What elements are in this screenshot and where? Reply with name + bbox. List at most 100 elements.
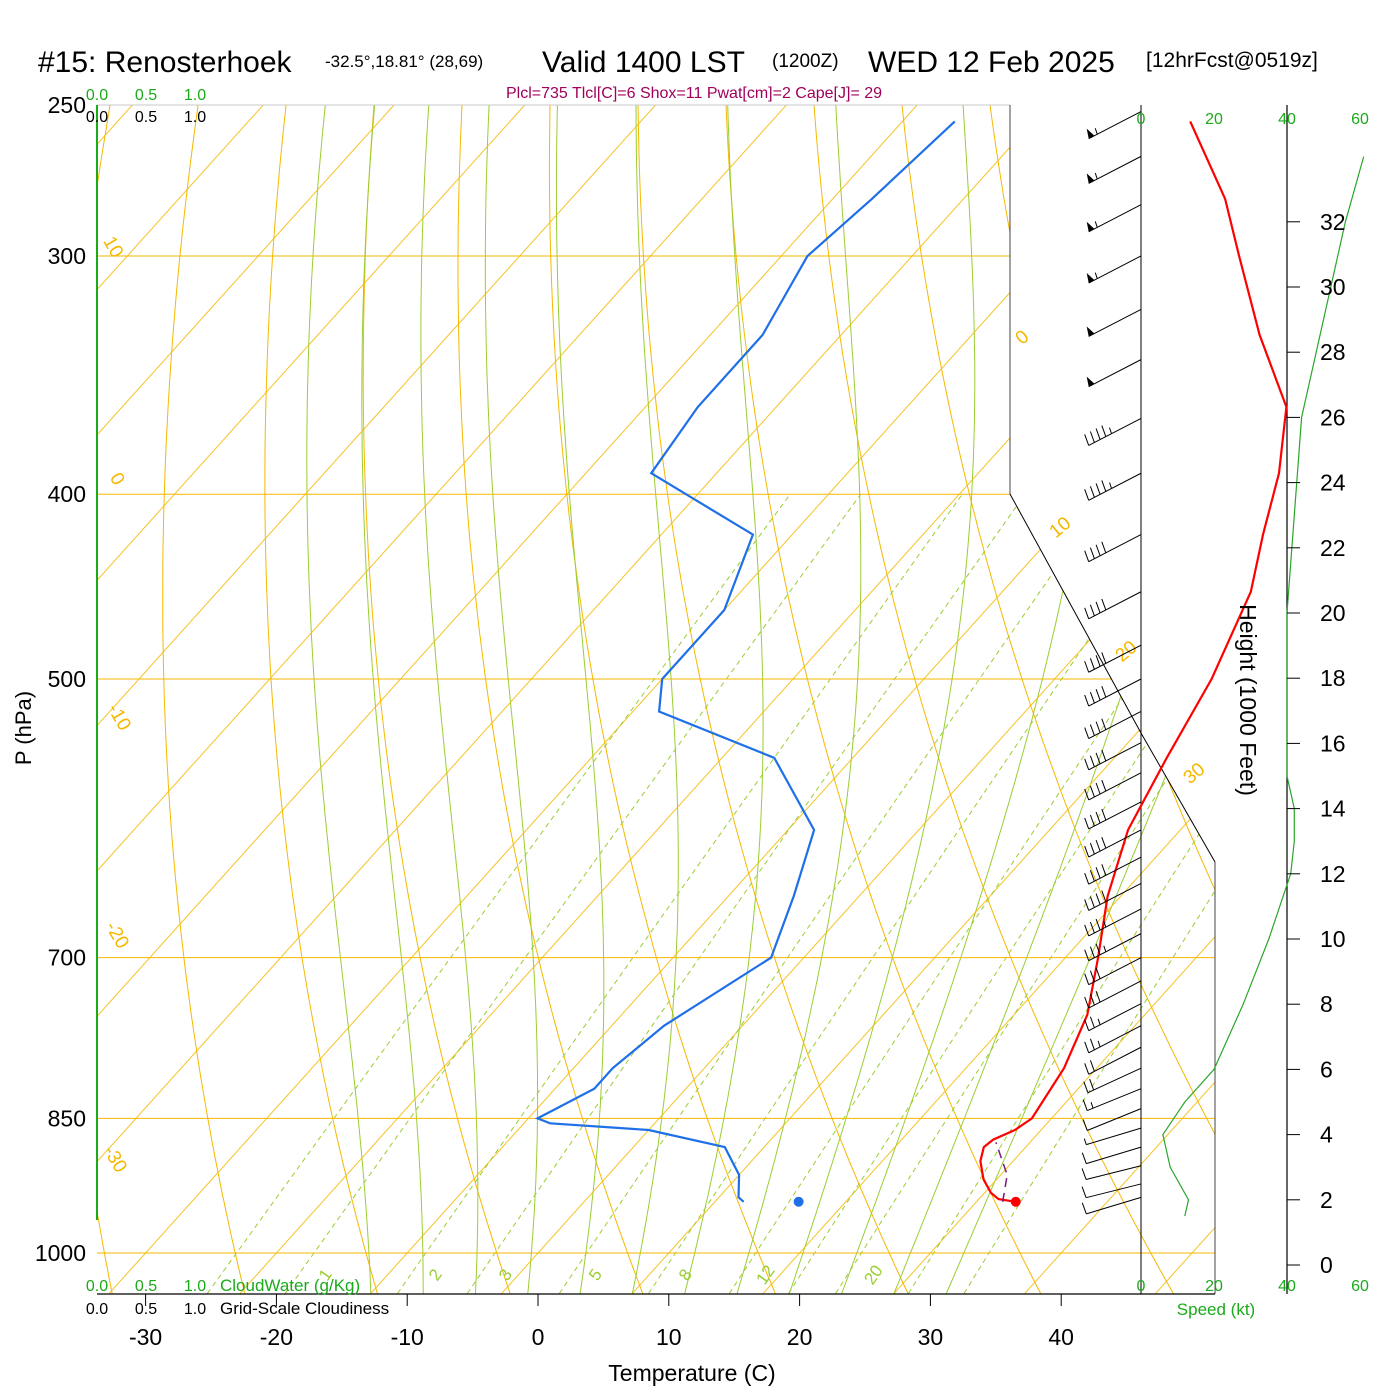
chart-frame <box>96 104 1288 1295</box>
wind-barb-full <box>1084 1063 1090 1075</box>
isotherm-line <box>97 105 818 1294</box>
pressure-axis: 250 300 400 500 700 850 1000 <box>35 92 86 1266</box>
isotherm-line <box>1155 105 1215 1294</box>
wind-barb-staff <box>1088 534 1142 563</box>
speed-tick-label: 60 <box>1351 1278 1369 1295</box>
wind-barb <box>1081 1183 1142 1199</box>
pressure-tick-label: 400 <box>48 481 86 507</box>
wind-barb-full <box>1084 949 1090 961</box>
height-tick-label: 0 <box>1320 1252 1333 1278</box>
cloud-scale-tick-label: 1.0 <box>184 1278 206 1295</box>
wind-barb-full <box>1089 1038 1095 1051</box>
wind-barb-staff <box>1088 772 1142 801</box>
skewed-isotherms <box>97 105 1215 1294</box>
height-tick-label: 12 <box>1320 861 1346 887</box>
wind-barb-full <box>1095 782 1101 795</box>
dewpoint-trace <box>534 120 956 1203</box>
wind-barb-half <box>1083 1138 1087 1145</box>
height-tick-label: 6 <box>1320 1056 1333 1082</box>
wind-barb-staff <box>1088 591 1142 620</box>
cloud-scale-tick-label: 0.5 <box>135 1278 157 1295</box>
wind-barb <box>1084 1046 1142 1075</box>
wind-barb <box>1082 1088 1142 1112</box>
speed-tick-label: 20 <box>1205 111 1223 128</box>
wind-barb-half <box>1097 1040 1101 1048</box>
wind-barb-full <box>1089 1016 1095 1028</box>
speed-tick-label: 20 <box>1205 1278 1223 1295</box>
wind-barb-full <box>1095 811 1101 824</box>
wind-barb <box>1084 1003 1142 1032</box>
dry-adiabat-label: 10 <box>98 233 127 262</box>
wind-barb-staff <box>1087 1108 1142 1131</box>
cloud-scale-tick-label: 1.0 <box>184 1301 206 1318</box>
isotherm-line <box>97 105 948 1294</box>
wind-barb-full <box>1089 604 1095 617</box>
wind-barb <box>1083 1067 1142 1094</box>
wind-barb-full <box>1084 550 1090 562</box>
wind-barb-full <box>1084 727 1090 739</box>
x-tick-label: 30 <box>918 1324 944 1350</box>
wind-barb-full <box>1101 686 1107 698</box>
pressure-tick-label: 1000 <box>35 1240 86 1266</box>
wind-barb-half <box>1103 920 1107 928</box>
wind-barb-full <box>1084 489 1090 501</box>
wind-barb-staff <box>1088 980 1142 1009</box>
wind-barb-staff <box>1088 644 1142 673</box>
wind-barb <box>1082 1108 1142 1131</box>
wind-barb-full <box>1089 547 1095 559</box>
wind-barb-staff <box>1086 1196 1142 1215</box>
wind-barb-full <box>1089 970 1095 982</box>
cloud-scale-tick-label: 0.5 <box>135 1301 157 1318</box>
mixing-ratio-line <box>466 493 1026 1294</box>
cloud-scales: 0.0 0.5 1.00.0 0.5 1.00.0 0.5 1.00.0 0.5 1.00 20 4… <box>86 87 1369 1318</box>
wind-barb-full <box>1084 788 1090 801</box>
dry-adiabat-line <box>1159 105 1215 1294</box>
height-tick-label: 30 <box>1320 274 1346 300</box>
wind-barb-full <box>1084 1019 1090 1031</box>
wind-barb-half <box>1094 128 1098 135</box>
wind-barb-full <box>1084 434 1090 446</box>
wind-barb-full <box>1082 1119 1088 1131</box>
wind-barb-full <box>1089 946 1095 958</box>
height-tick-label: 14 <box>1320 796 1346 822</box>
wind-barb-full <box>1089 755 1095 768</box>
cloudiness-legend: Grid-Scale Cloudiness <box>220 1299 389 1318</box>
wind-barb <box>1086 255 1142 284</box>
wind-barb-staff <box>1088 908 1142 937</box>
mixing-ratio-line <box>908 493 1215 1294</box>
wind-barb <box>1086 111 1142 140</box>
dry-adiabat-line <box>264 105 378 1294</box>
pressure-tick-label: 700 <box>48 945 86 971</box>
wind-barb-full <box>1095 655 1101 667</box>
moist-adiabat-line <box>484 105 539 1294</box>
wind-barb-staff <box>1088 417 1142 446</box>
moist-adiabat-line <box>893 105 1215 1294</box>
wind-barb-full <box>1084 996 1090 1009</box>
cloud-scale-tick-label: 0.0 <box>86 109 108 126</box>
wind-barb <box>1084 829 1142 858</box>
wind-barb-staff <box>1086 1146 1142 1165</box>
wind-barb-full <box>1084 845 1090 858</box>
wind-barb-flag <box>1086 376 1095 387</box>
wind-barb-full <box>1089 658 1095 670</box>
moist-adiabat-line <box>684 105 764 1294</box>
wind-barb-full <box>1089 870 1095 882</box>
wind-barb-staff <box>1088 829 1142 858</box>
isotherm-line <box>370 105 1215 1294</box>
cloud-scale-tick-label: 0.0 <box>86 1278 108 1295</box>
wind-barb-staff <box>1088 678 1142 707</box>
wind-barb-full <box>1083 1081 1089 1093</box>
wind-barb-staff <box>1088 1003 1142 1032</box>
wind-barb-full <box>1081 1186 1087 1198</box>
wind-barb <box>1084 1025 1142 1054</box>
wind-barb-full <box>1095 943 1101 955</box>
x-axis-label: Temperature (C) <box>608 1360 775 1386</box>
wind-barb-staff <box>1088 711 1142 739</box>
y-axis-label: P (hPa) <box>11 691 36 765</box>
wind-barb-staff <box>1087 1067 1142 1094</box>
wind-barb-full <box>1095 483 1101 495</box>
wind-barb-full <box>1081 1202 1087 1215</box>
wind-barb-full <box>1101 718 1107 730</box>
zulu-time: (1200Z) <box>772 51 839 72</box>
mixing-ratio-line <box>835 493 1215 1294</box>
